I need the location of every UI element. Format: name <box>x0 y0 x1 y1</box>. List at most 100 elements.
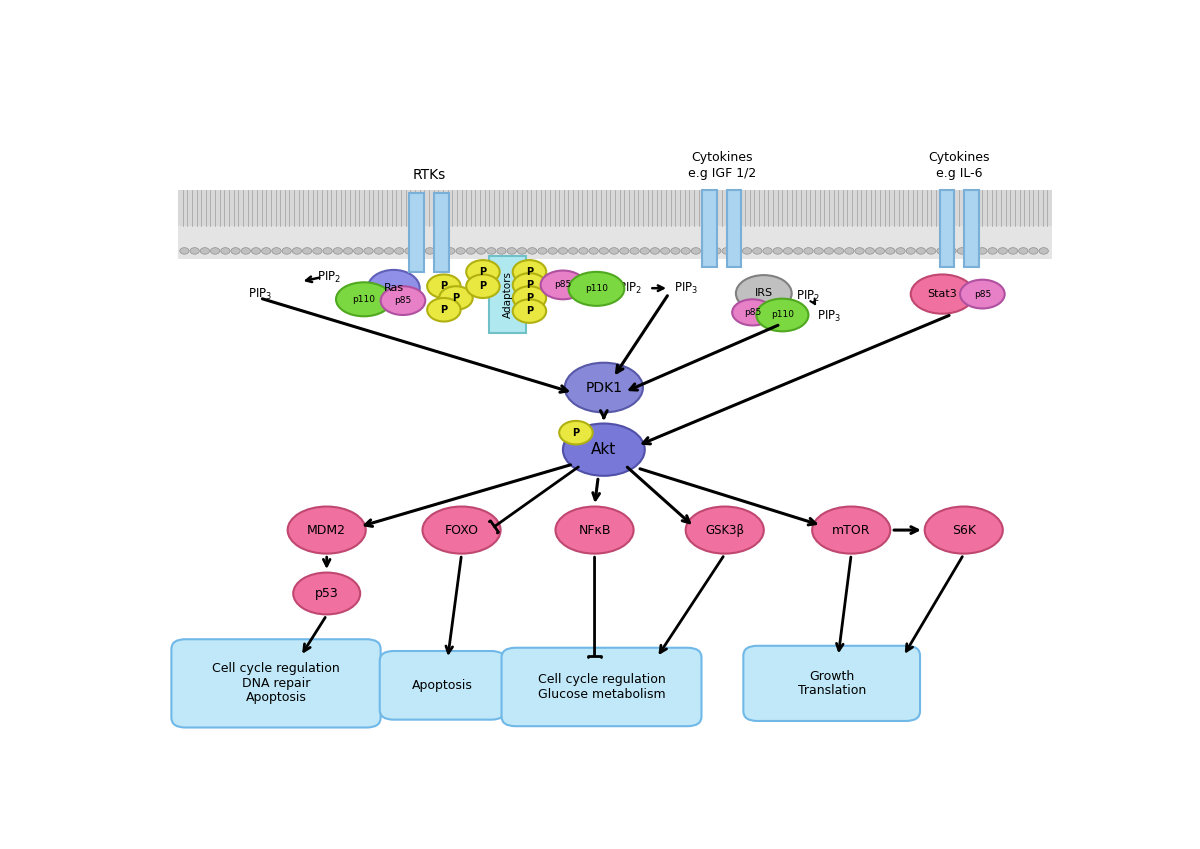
FancyBboxPatch shape <box>743 646 920 721</box>
Circle shape <box>323 248 332 254</box>
Text: PDK1: PDK1 <box>586 380 623 395</box>
Text: P: P <box>526 306 533 316</box>
Ellipse shape <box>336 283 391 317</box>
Text: Cell cycle regulation: Cell cycle regulation <box>212 662 340 676</box>
FancyBboxPatch shape <box>702 190 718 267</box>
Text: MDM2: MDM2 <box>307 524 347 537</box>
Circle shape <box>415 248 425 254</box>
Circle shape <box>395 248 404 254</box>
Text: P: P <box>526 293 533 303</box>
Text: Stat3: Stat3 <box>928 289 958 299</box>
Text: p110: p110 <box>584 284 608 294</box>
Circle shape <box>425 248 434 254</box>
Ellipse shape <box>512 286 546 310</box>
Text: P: P <box>440 305 448 315</box>
Circle shape <box>824 248 834 254</box>
Ellipse shape <box>367 270 420 306</box>
Circle shape <box>682 248 690 254</box>
Circle shape <box>221 248 230 254</box>
Text: P: P <box>526 280 533 290</box>
Ellipse shape <box>736 275 792 312</box>
Text: P: P <box>440 281 448 291</box>
Circle shape <box>865 248 875 254</box>
Text: Apoptosis: Apoptosis <box>246 691 306 705</box>
Circle shape <box>313 248 322 254</box>
Ellipse shape <box>512 300 546 323</box>
Circle shape <box>384 248 394 254</box>
Circle shape <box>712 248 721 254</box>
Circle shape <box>752 248 762 254</box>
FancyBboxPatch shape <box>433 194 449 272</box>
Circle shape <box>988 248 997 254</box>
Text: S6K: S6K <box>952 524 976 537</box>
Ellipse shape <box>559 421 593 444</box>
Circle shape <box>732 248 742 254</box>
Text: Adaptors: Adaptors <box>503 271 514 318</box>
Circle shape <box>784 248 793 254</box>
Circle shape <box>517 248 527 254</box>
Circle shape <box>906 248 916 254</box>
Ellipse shape <box>293 572 360 615</box>
Ellipse shape <box>925 507 1003 554</box>
Circle shape <box>917 248 925 254</box>
Circle shape <box>722 248 731 254</box>
Text: PIP$_2$: PIP$_2$ <box>317 269 342 284</box>
Circle shape <box>630 248 640 254</box>
Text: GSK3β: GSK3β <box>706 524 744 537</box>
Circle shape <box>886 248 895 254</box>
Circle shape <box>497 248 506 254</box>
Circle shape <box>262 248 271 254</box>
Text: p85: p85 <box>744 308 761 317</box>
Ellipse shape <box>563 424 644 475</box>
Ellipse shape <box>288 507 366 554</box>
Text: Growth: Growth <box>809 670 854 683</box>
Text: Cell cycle regulation: Cell cycle regulation <box>538 673 665 686</box>
Text: DNA repair: DNA repair <box>242 677 311 690</box>
Text: PIP$_2$: PIP$_2$ <box>797 290 821 304</box>
Circle shape <box>896 248 905 254</box>
Circle shape <box>487 248 496 254</box>
Circle shape <box>763 248 772 254</box>
Ellipse shape <box>466 260 499 284</box>
Ellipse shape <box>732 300 773 325</box>
Circle shape <box>1039 248 1049 254</box>
Circle shape <box>293 248 301 254</box>
Circle shape <box>282 248 292 254</box>
Circle shape <box>589 248 599 254</box>
Circle shape <box>814 248 823 254</box>
Text: p85: p85 <box>554 280 571 290</box>
Circle shape <box>610 248 619 254</box>
Circle shape <box>998 248 1008 254</box>
Circle shape <box>967 248 977 254</box>
Ellipse shape <box>380 286 425 315</box>
Circle shape <box>1028 248 1038 254</box>
Circle shape <box>558 248 568 254</box>
Circle shape <box>404 248 414 254</box>
Circle shape <box>343 248 353 254</box>
Circle shape <box>436 248 445 254</box>
Circle shape <box>241 248 251 254</box>
Circle shape <box>364 248 373 254</box>
Circle shape <box>619 248 629 254</box>
Circle shape <box>467 248 475 254</box>
Circle shape <box>937 248 946 254</box>
Circle shape <box>528 248 536 254</box>
Text: p53: p53 <box>314 587 338 600</box>
Text: Cytokines
e.g IL-6: Cytokines e.g IL-6 <box>929 151 990 180</box>
Ellipse shape <box>427 298 461 322</box>
Text: p85: p85 <box>395 296 412 305</box>
Circle shape <box>926 248 936 254</box>
Text: NFκB: NFκB <box>578 524 611 537</box>
Circle shape <box>578 248 588 254</box>
Circle shape <box>691 248 701 254</box>
Circle shape <box>978 248 988 254</box>
Circle shape <box>793 248 803 254</box>
Circle shape <box>230 248 240 254</box>
Circle shape <box>650 248 660 254</box>
Text: PIP$_3$: PIP$_3$ <box>247 286 272 301</box>
Text: P: P <box>479 281 486 291</box>
Circle shape <box>190 248 199 254</box>
Circle shape <box>476 248 486 254</box>
Circle shape <box>671 248 680 254</box>
Ellipse shape <box>911 274 974 313</box>
